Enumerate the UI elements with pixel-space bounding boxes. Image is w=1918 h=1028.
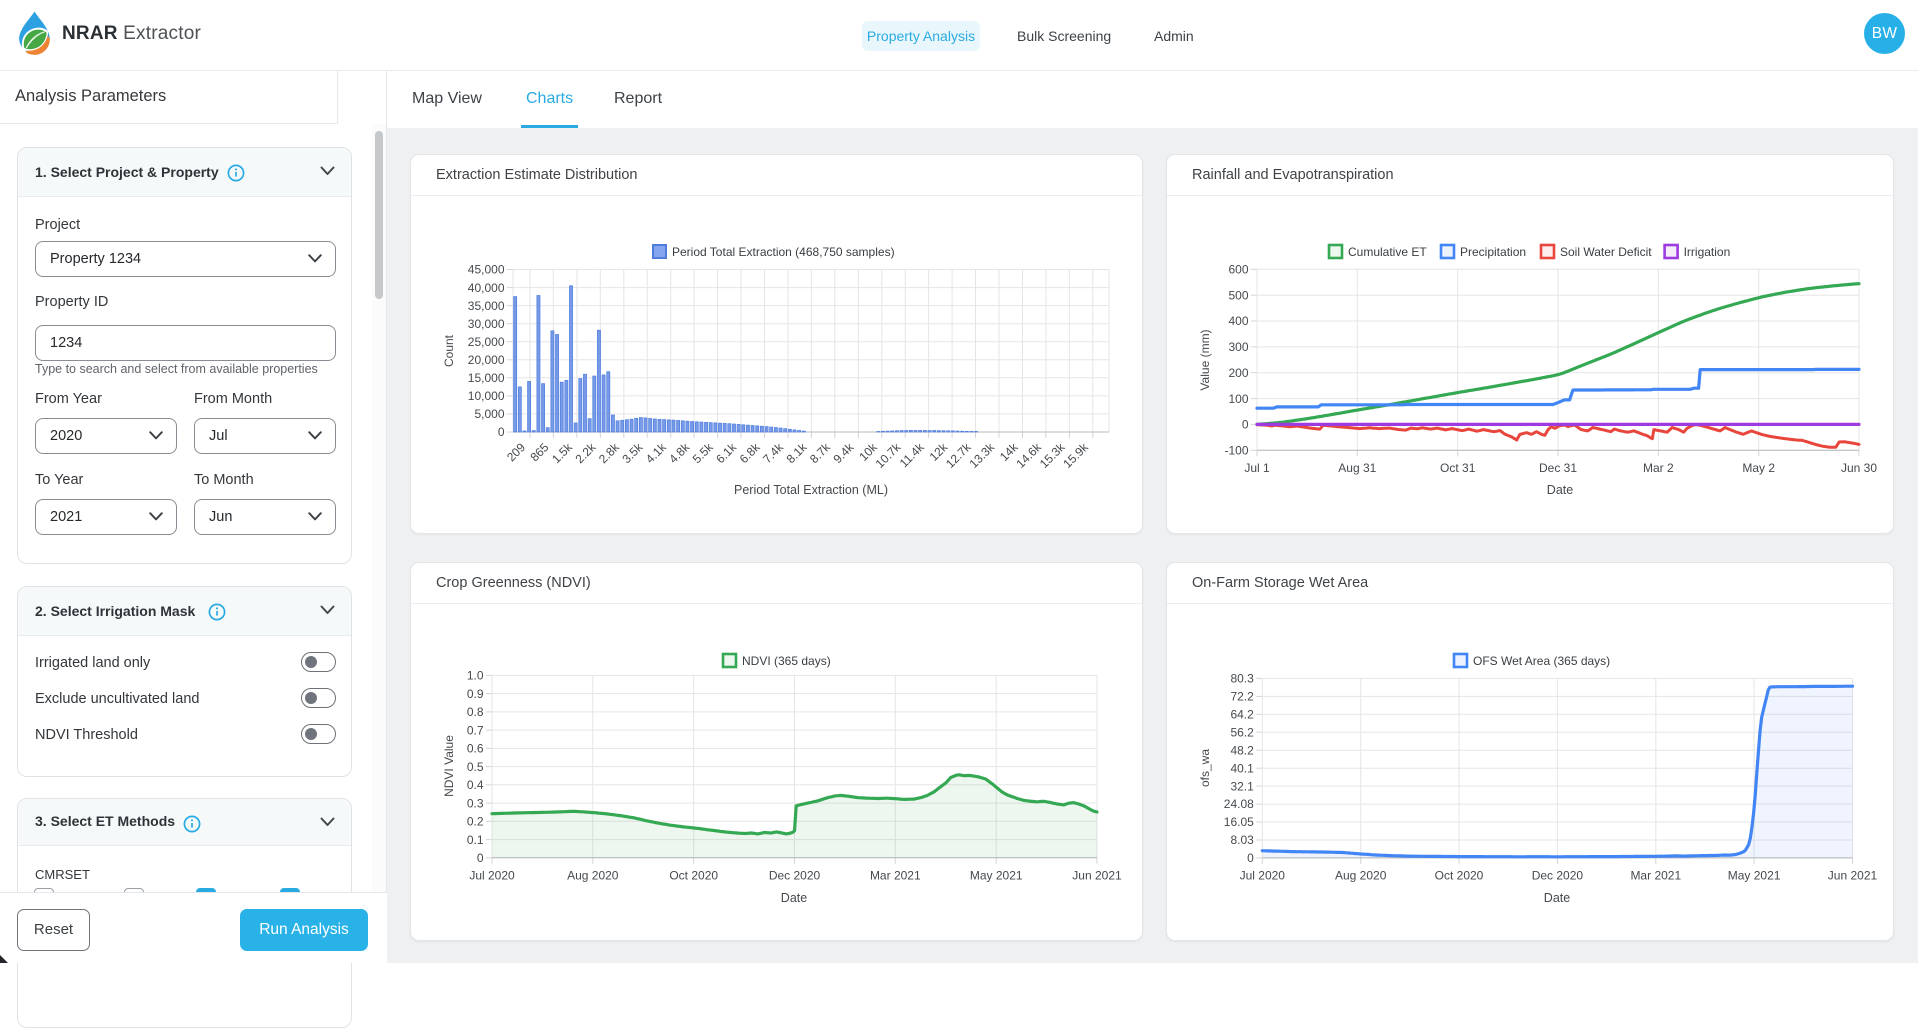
svg-text:Irrigation: Irrigation	[1684, 245, 1731, 259]
svg-text:35,000: 35,000	[468, 299, 505, 313]
svg-text:OFS Wet Area (365 days): OFS Wet Area (365 days)	[1473, 654, 1610, 668]
svg-text:Mar 2021: Mar 2021	[870, 869, 921, 883]
svg-text:Jun 2021: Jun 2021	[1828, 869, 1878, 883]
svg-text:4.8k: 4.8k	[666, 440, 693, 467]
svg-text:Dec 2020: Dec 2020	[769, 869, 821, 883]
svg-text:0.6: 0.6	[467, 742, 484, 756]
svg-text:Count: Count	[442, 334, 456, 367]
svg-text:Aug 2020: Aug 2020	[1335, 869, 1387, 883]
svg-text:15,000: 15,000	[468, 371, 505, 385]
svg-text:May 2021: May 2021	[1728, 869, 1781, 883]
svg-text:10.7k: 10.7k	[873, 440, 904, 471]
svg-text:Period Total Extraction (ML): Period Total Extraction (ML)	[734, 483, 888, 497]
svg-text:Oct 2020: Oct 2020	[669, 869, 718, 883]
svg-text:4.1k: 4.1k	[643, 440, 670, 467]
svg-text:Jun 30: Jun 30	[1841, 461, 1877, 475]
svg-text:NDVI Value: NDVI Value	[442, 735, 456, 797]
svg-text:0.2: 0.2	[467, 815, 484, 829]
svg-text:56.2: 56.2	[1230, 725, 1254, 739]
svg-text:865: 865	[527, 440, 551, 464]
svg-text:Date: Date	[1544, 891, 1570, 905]
svg-text:Aug 31: Aug 31	[1338, 461, 1376, 475]
svg-text:Mar 2: Mar 2	[1643, 461, 1674, 475]
svg-text:15.9k: 15.9k	[1060, 440, 1091, 471]
svg-text:Date: Date	[1547, 483, 1573, 497]
svg-text:12.7k: 12.7k	[943, 440, 974, 471]
svg-text:0: 0	[1247, 851, 1254, 865]
svg-text:40.1: 40.1	[1230, 761, 1254, 775]
svg-text:May 2021: May 2021	[970, 869, 1023, 883]
svg-text:32.1: 32.1	[1230, 779, 1254, 793]
svg-text:Value (mm): Value (mm)	[1198, 329, 1212, 390]
svg-text:100: 100	[1228, 392, 1248, 406]
svg-text:Cumulative ET: Cumulative ET	[1348, 245, 1427, 259]
svg-text:6.1k: 6.1k	[713, 440, 740, 467]
svg-text:20,000: 20,000	[468, 353, 505, 367]
svg-text:48.2: 48.2	[1230, 743, 1254, 757]
svg-text:40,000: 40,000	[468, 281, 505, 295]
svg-text:Period Total Extraction (468,7: Period Total Extraction (468,750 samples…	[672, 245, 895, 259]
svg-text:0.5: 0.5	[467, 760, 484, 774]
svg-text:0.3: 0.3	[467, 796, 484, 810]
svg-text:0.7: 0.7	[467, 723, 484, 737]
svg-text:24.08: 24.08	[1224, 797, 1254, 811]
svg-text:0: 0	[477, 851, 484, 865]
svg-text:2.2k: 2.2k	[572, 440, 599, 467]
svg-text:13.3k: 13.3k	[966, 440, 997, 471]
svg-text:8.03: 8.03	[1230, 833, 1254, 847]
svg-text:9.4k: 9.4k	[830, 440, 857, 467]
svg-text:72.2: 72.2	[1230, 690, 1254, 704]
svg-text:64.2: 64.2	[1230, 708, 1254, 722]
svg-text:0.4: 0.4	[467, 778, 484, 792]
svg-text:5.5k: 5.5k	[690, 440, 717, 467]
svg-text:3.5k: 3.5k	[619, 440, 646, 467]
svg-text:14.6k: 14.6k	[1013, 440, 1044, 471]
svg-text:Aug 2020: Aug 2020	[567, 869, 619, 883]
svg-text:600: 600	[1228, 263, 1248, 277]
svg-text:80.3: 80.3	[1230, 672, 1254, 686]
svg-text:16.05: 16.05	[1224, 815, 1254, 829]
svg-text:300: 300	[1228, 340, 1248, 354]
svg-text:Mar 2021: Mar 2021	[1630, 869, 1681, 883]
svg-text:10,000: 10,000	[468, 389, 505, 403]
svg-text:Jul 2020: Jul 2020	[469, 869, 515, 883]
svg-text:0.1: 0.1	[467, 833, 484, 847]
svg-text:ofs_wa: ofs_wa	[1198, 749, 1212, 787]
svg-text:8.7k: 8.7k	[807, 440, 834, 467]
svg-text:0.9: 0.9	[467, 687, 484, 701]
svg-text:2.8k: 2.8k	[596, 440, 623, 467]
svg-text:209: 209	[504, 440, 528, 464]
svg-text:Dec 2020: Dec 2020	[1532, 869, 1584, 883]
svg-text:May 2: May 2	[1742, 461, 1775, 475]
svg-text:0: 0	[498, 425, 505, 439]
svg-text:400: 400	[1228, 314, 1248, 328]
svg-text:Date: Date	[781, 891, 807, 905]
svg-text:1.0: 1.0	[467, 669, 484, 683]
svg-text:1.5k: 1.5k	[549, 440, 576, 467]
svg-text:Oct 2020: Oct 2020	[1435, 869, 1484, 883]
svg-text:Jul 1: Jul 1	[1244, 461, 1270, 475]
svg-text:Oct 31: Oct 31	[1440, 461, 1476, 475]
svg-text:Soil Water Deficit: Soil Water Deficit	[1560, 245, 1652, 259]
svg-text:0: 0	[1242, 418, 1249, 432]
svg-text:0.8: 0.8	[467, 705, 484, 719]
svg-text:30,000: 30,000	[468, 317, 505, 331]
svg-text:Precipitation: Precipitation	[1460, 245, 1526, 259]
svg-text:25,000: 25,000	[468, 335, 505, 349]
svg-text:NDVI (365 days): NDVI (365 days)	[742, 654, 831, 668]
svg-text:Jun 2021: Jun 2021	[1072, 869, 1122, 883]
svg-text:-100: -100	[1224, 444, 1248, 458]
svg-text:500: 500	[1228, 288, 1248, 302]
svg-text:Dec 31: Dec 31	[1539, 461, 1577, 475]
svg-text:15.3k: 15.3k	[1037, 440, 1068, 471]
svg-text:8.1k: 8.1k	[784, 440, 811, 467]
svg-text:6.8k: 6.8k	[737, 440, 764, 467]
svg-text:200: 200	[1228, 366, 1248, 380]
svg-text:45,000: 45,000	[468, 263, 505, 277]
svg-text:Jul 2020: Jul 2020	[1240, 869, 1286, 883]
svg-text:7.4k: 7.4k	[760, 440, 787, 467]
svg-text:5,000: 5,000	[474, 407, 504, 421]
svg-text:11.4k: 11.4k	[897, 440, 928, 471]
